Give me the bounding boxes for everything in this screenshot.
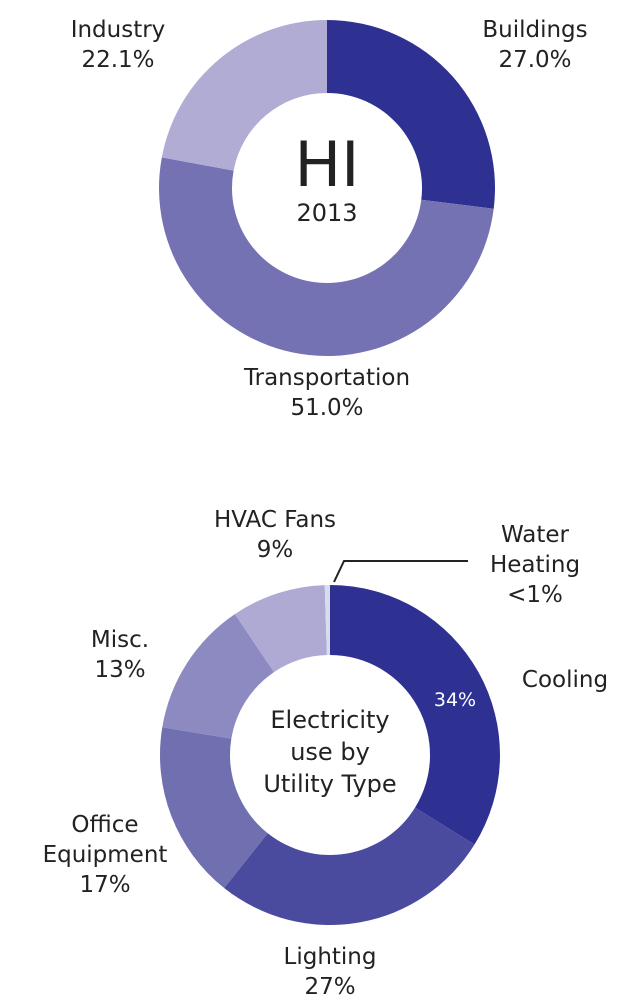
- slice-label: Cooling: [521, 667, 609, 693]
- donut-slice: [161, 20, 327, 171]
- center-subtitle: 2013: [296, 199, 358, 227]
- slice-label: Buildings: [482, 17, 588, 43]
- slice-value: 51.0%: [290, 395, 364, 421]
- slice-label-group: Buildings 27.0%: [455, 15, 615, 75]
- donut-slice: [224, 807, 475, 925]
- slice-label-group: Lighting 27%: [260, 942, 400, 1002]
- slice-value: 13%: [94, 657, 146, 683]
- donut-slice: [327, 20, 496, 209]
- slice-label: Lighting: [283, 944, 377, 970]
- slice-label-group: HVAC Fans 9%: [190, 505, 360, 565]
- donut-slice: [160, 727, 268, 889]
- center-title: Electricity use by Utility Type: [263, 706, 397, 798]
- slice-value: 27%: [304, 974, 356, 1000]
- slice-label: Water Heating: [489, 522, 581, 578]
- slice-label: Industry: [70, 17, 166, 43]
- donut-slice: [324, 585, 330, 656]
- donut-slice: [159, 157, 494, 356]
- slice-value: 34%: [433, 689, 477, 711]
- slice-value: 27.0%: [498, 47, 572, 73]
- donut-slice: [234, 585, 327, 673]
- center-title: HI: [294, 128, 360, 201]
- slice-label: Misc.: [90, 627, 150, 653]
- slice-label: Transportation: [243, 365, 411, 391]
- slice-label-group: Water Heating <1%: [475, 520, 595, 610]
- leader-line: [333, 560, 468, 583]
- slice-value: 17%: [79, 872, 131, 898]
- slice-label-group: Office Equipment 17%: [30, 810, 180, 900]
- donut-slice: [162, 614, 275, 739]
- slice-label-group: Misc. 13%: [70, 625, 170, 685]
- slice-label: HVAC Fans: [213, 507, 337, 533]
- slice-value: 9%: [256, 537, 294, 563]
- slice-value: <1%: [507, 582, 563, 608]
- slice-label-group: Industry 22.1%: [38, 15, 198, 75]
- slice-value: 22.1%: [81, 47, 155, 73]
- slice-label-group: Transportation 51.0%: [207, 363, 447, 423]
- slice-label: Office Equipment: [42, 812, 168, 868]
- donut-slice: [330, 585, 500, 845]
